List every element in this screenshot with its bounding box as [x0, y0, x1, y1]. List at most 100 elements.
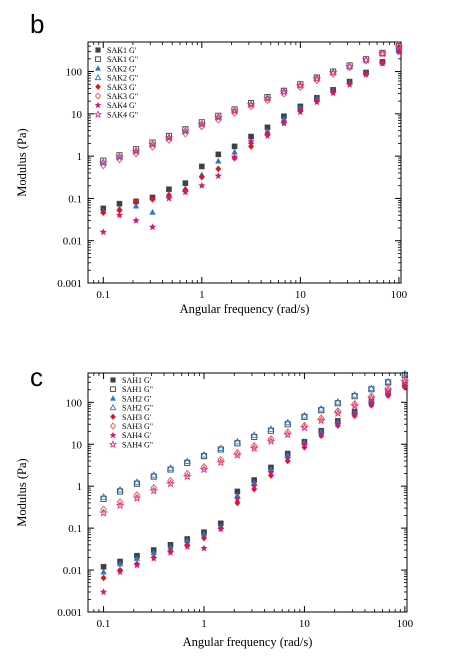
data-point	[198, 181, 206, 189]
data-point	[350, 410, 359, 418]
data-point	[295, 80, 305, 90]
data-point	[166, 478, 175, 488]
data-point	[300, 441, 309, 449]
data-point	[384, 390, 392, 399]
data-point	[116, 485, 124, 493]
data-point	[378, 49, 387, 58]
y-tick-label: 100	[66, 397, 83, 409]
data-point	[313, 98, 321, 106]
x-axis-title: Angular frequency (rad/s)	[180, 302, 310, 316]
data-point	[199, 163, 205, 170]
data-point	[214, 172, 223, 180]
legend-marker	[95, 56, 101, 63]
data-point	[345, 80, 354, 88]
y-tick-label: 10	[71, 109, 83, 121]
data-point	[264, 124, 271, 131]
data-point	[201, 534, 207, 542]
data-point	[180, 126, 190, 135]
data-point	[116, 560, 124, 567]
y-tick-label: 1	[77, 151, 83, 163]
data-point	[232, 450, 242, 459]
data-point	[200, 462, 208, 471]
series-sah4-g-	[99, 382, 409, 596]
data-point	[345, 61, 355, 71]
data-point	[116, 200, 123, 207]
data-point	[216, 457, 226, 467]
data-point	[280, 119, 288, 127]
data-point	[284, 428, 292, 436]
data-point	[149, 486, 159, 495]
data-point	[100, 209, 107, 217]
legend-label: SAK4 G"	[107, 110, 138, 119]
data-point	[367, 400, 376, 408]
x-tick-label: 10	[295, 289, 307, 301]
data-point	[267, 425, 275, 432]
y-tick-label: 0.001	[57, 278, 82, 290]
data-point	[378, 59, 387, 67]
series-sah2-g-	[99, 369, 409, 500]
legend-marker	[110, 377, 116, 383]
data-point	[284, 418, 292, 426]
data-point	[250, 431, 258, 438]
data-point	[164, 133, 174, 142]
data-point	[249, 443, 259, 453]
legend-label: SAH2 G"	[122, 404, 153, 413]
y-tick-label: 10	[71, 439, 83, 451]
legend-marker	[95, 65, 101, 71]
data-point	[217, 444, 225, 451]
data-point	[149, 195, 156, 203]
legend-label: SAK1 G"	[107, 55, 138, 64]
data-point	[148, 139, 157, 149]
series-sah4-g-	[99, 377, 410, 517]
data-point	[115, 500, 125, 510]
data-point	[197, 119, 207, 128]
data-point	[115, 211, 124, 219]
data-point	[167, 476, 174, 485]
data-point	[215, 151, 222, 158]
series-sak4-g-	[98, 42, 404, 167]
data-point	[181, 188, 190, 196]
data-point	[166, 464, 175, 471]
legend-marker	[95, 83, 101, 90]
data-point	[183, 457, 191, 465]
data-point	[234, 448, 241, 457]
data-point	[300, 422, 309, 432]
y-axis-title: Modulus (Pa)	[15, 128, 29, 196]
series-sak1-g-	[100, 47, 402, 212]
data-point	[100, 505, 107, 514]
data-point	[334, 420, 342, 428]
data-point	[166, 548, 175, 556]
data-point	[132, 202, 140, 209]
data-point	[149, 208, 156, 215]
data-point	[131, 146, 141, 156]
panel-label: b	[30, 9, 44, 39]
legend-label: SAH2 G'	[122, 394, 152, 403]
data-point	[400, 377, 410, 386]
legend-marker	[110, 386, 116, 393]
data-point	[248, 133, 254, 140]
data-point	[333, 408, 343, 417]
y-tick-label: 0.1	[68, 523, 82, 535]
data-point	[182, 180, 189, 186]
data-point	[99, 493, 108, 500]
x-tick-label: 10	[299, 618, 311, 630]
data-point	[401, 382, 409, 390]
x-tick-label: 0.1	[96, 289, 110, 301]
data-point	[213, 112, 223, 122]
y-tick-label: 100	[66, 67, 83, 79]
data-point	[362, 70, 370, 78]
data-point	[233, 437, 242, 445]
chart-panel-c: c 0.1 1 10 100 0.001 0.01 0.1 1 10 100 Angular freq…	[15, 362, 414, 649]
legend-marker	[108, 440, 118, 448]
legend: SAK1 G'SAK1 G"SAK2 G'SAK2 G"SAK3 G'SAK3 …	[93, 46, 138, 119]
data-point	[366, 393, 376, 403]
x-tick-label: 1	[199, 289, 205, 301]
data-point	[116, 498, 124, 506]
chart-panel-b: b 0.1 1 10 100 0.001 0.01 0.1 1 10 100 Angular freq…	[15, 9, 408, 316]
data-point	[215, 157, 222, 164]
data-point	[115, 152, 124, 161]
data-point	[166, 186, 172, 193]
data-point	[283, 454, 292, 462]
data-point	[279, 87, 289, 96]
series-sak3-g-	[100, 47, 402, 217]
